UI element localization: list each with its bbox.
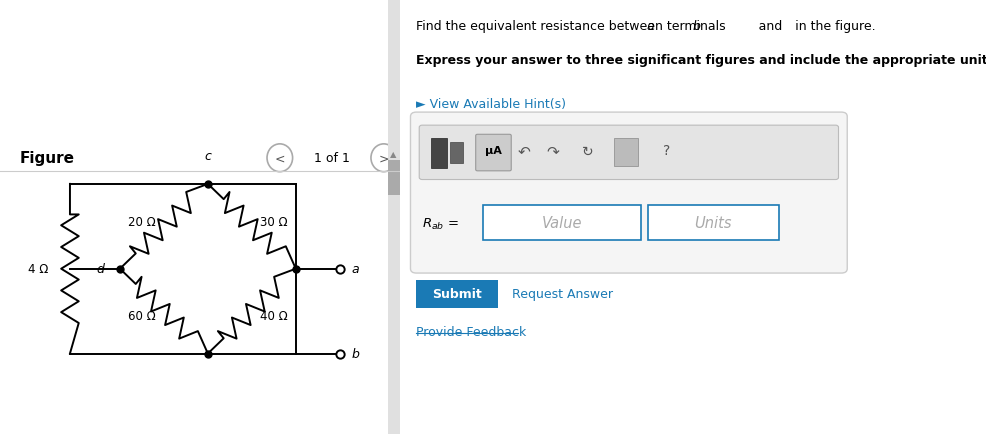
Text: a: a [351, 263, 359, 276]
Text: ▲: ▲ [389, 150, 395, 158]
Text: a: a [646, 20, 654, 33]
Text: 20 Ω: 20 Ω [128, 216, 156, 229]
Text: ↻: ↻ [582, 144, 594, 158]
Text: Provide Feedback: Provide Feedback [416, 326, 527, 339]
Text: Submit: Submit [432, 287, 481, 300]
Text: Figure: Figure [20, 151, 75, 166]
Text: c: c [204, 150, 211, 163]
Text: b: b [351, 347, 359, 360]
Bar [483, 205, 640, 240]
FancyBboxPatch shape [410, 113, 846, 273]
Bar [416, 280, 497, 308]
Text: Find the equivalent resistance between terminals            and    in the figure: Find the equivalent resistance between t… [416, 20, 875, 33]
Text: ↷: ↷ [546, 144, 559, 158]
Text: >: > [378, 152, 388, 165]
FancyBboxPatch shape [419, 126, 838, 180]
Bar [387, 0, 399, 434]
Text: 60 Ω: 60 Ω [128, 309, 156, 322]
Text: ↶: ↶ [517, 144, 529, 158]
Text: Request Answer: Request Answer [512, 287, 612, 300]
Text: 30 Ω: 30 Ω [259, 216, 287, 229]
Text: <: < [274, 152, 285, 165]
Text: μA: μA [484, 146, 501, 156]
Text: 1 of 1: 1 of 1 [314, 152, 349, 165]
Bar [450, 142, 462, 163]
Text: ?: ? [663, 144, 669, 158]
Text: $R_{ab}$ =: $R_{ab}$ = [422, 217, 458, 232]
Text: ► View Available Hint(s): ► View Available Hint(s) [416, 98, 566, 111]
Bar [387, 161, 399, 195]
Bar [647, 205, 778, 240]
Bar [613, 139, 637, 167]
Text: b: b [692, 20, 700, 33]
Text: Express your answer to three significant figures and include the appropriate uni: Express your answer to three significant… [416, 54, 986, 67]
Text: 40 Ω: 40 Ω [259, 309, 287, 322]
Bar [431, 139, 447, 168]
Text: d: d [96, 263, 104, 276]
Text: Units: Units [693, 215, 731, 230]
FancyBboxPatch shape [475, 135, 511, 171]
Text: Value: Value [541, 215, 582, 230]
Text: 4 Ω: 4 Ω [28, 263, 48, 276]
